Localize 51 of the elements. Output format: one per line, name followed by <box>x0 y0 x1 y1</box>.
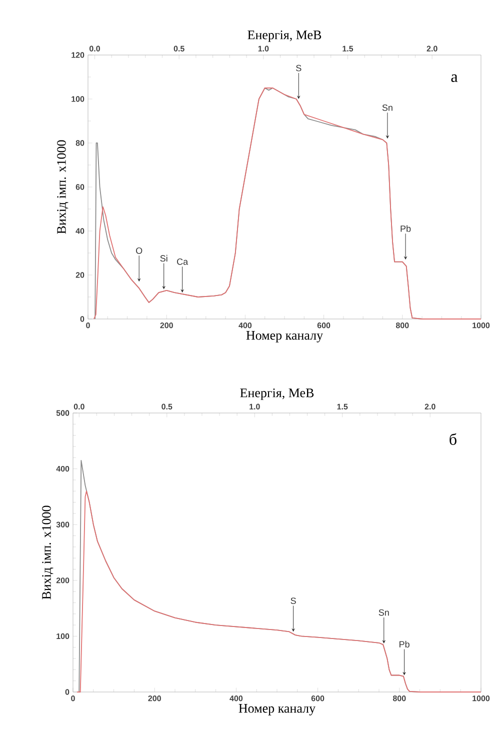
annotation: Pb <box>400 225 411 232</box>
y-tick-label: 100 <box>72 96 84 102</box>
x2-tick-label: 2.0 <box>424 404 436 410</box>
annotation: Pb <box>400 640 410 648</box>
x-tick-label: 200 <box>148 696 161 702</box>
x-tick-label: 400 <box>238 322 252 328</box>
x2-tick-label: 0.0 <box>90 46 100 52</box>
annotation: Si <box>160 254 168 262</box>
annotation: Ca <box>177 258 188 265</box>
x2-tick-label: 1.0 <box>250 404 260 410</box>
x2-tick-label: 1.0 <box>258 46 269 52</box>
x-axis-title: Номер каналу <box>238 704 316 716</box>
x-tick-label: 1000 <box>472 322 490 328</box>
annotation: Sn <box>378 609 389 616</box>
x2-tick-label: 1.5 <box>342 46 354 52</box>
y-axis-title: Вихід імп. x1000 <box>57 140 68 234</box>
x-tick-label: 400 <box>230 696 243 702</box>
annotation: б <box>450 433 456 445</box>
x-tick-label: 200 <box>160 322 173 328</box>
annotation: S <box>290 598 296 604</box>
y-tick-label: 100 <box>56 633 70 640</box>
x2-tick-label: 0.5 <box>162 404 172 410</box>
annotation: O <box>136 247 142 254</box>
y-tick-label: 120 <box>72 52 84 58</box>
x-tick-label: 800 <box>392 696 406 702</box>
x2-tick-label: 0.0 <box>74 404 84 410</box>
y-tick-label: 40 <box>76 228 84 234</box>
y-tick-label: 500 <box>56 410 70 416</box>
y-tick-label: 0 <box>80 316 84 322</box>
x-axis-title: Номер каналу <box>246 331 323 342</box>
y-tick-label: 80 <box>76 140 84 146</box>
x-tick-label: 600 <box>317 322 330 328</box>
annotation: Sn <box>382 104 392 111</box>
x-tick-label: 600 <box>311 696 324 702</box>
annotation: а <box>451 74 458 82</box>
y-tick-label: 200 <box>56 578 70 584</box>
annotation: S <box>296 64 302 72</box>
y-axis-title: Вихід імп. x1000 <box>42 506 54 600</box>
x2-axis-title: Енергія, МеВ <box>240 388 314 400</box>
y-tick-label: 400 <box>56 466 70 472</box>
x-tick-label: 800 <box>396 322 409 328</box>
x2-axis-title: Енергія, МеВ <box>248 30 322 42</box>
y-tick-label: 300 <box>56 522 70 528</box>
y-tick-label: 0 <box>65 689 70 695</box>
x-tick-label: 1000 <box>472 696 490 702</box>
x2-tick-label: 0.5 <box>174 46 184 52</box>
x2-tick-label: 1.5 <box>337 404 348 410</box>
y-tick-label: 60 <box>76 184 84 190</box>
x-tick-label: 0 <box>86 322 90 328</box>
y-tick-label: 20 <box>76 272 84 278</box>
x2-tick-label: 2.0 <box>426 46 438 52</box>
